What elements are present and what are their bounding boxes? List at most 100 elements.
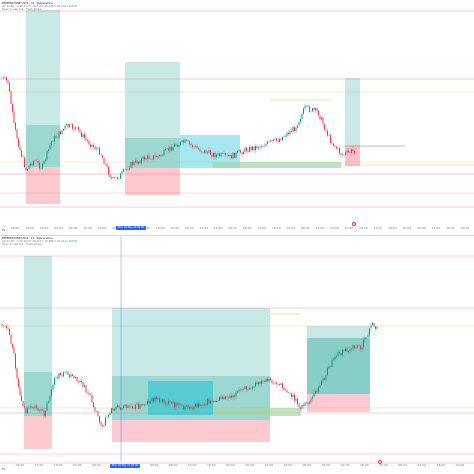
tradingview-logo: TV — [2, 468, 6, 471]
candle-body — [184, 139, 186, 143]
candle-body — [282, 136, 283, 141]
demand-zone[interactable] — [213, 162, 341, 168]
time-tick-label: 18:00 — [330, 226, 339, 230]
chart-panel-bottom[interactable]: PEPPERSTONE:US30 · 15 · Pepperstone Vol … — [0, 235, 474, 474]
long-position-profit-zone[interactable] — [26, 10, 60, 125]
candle-body — [151, 397, 153, 402]
candle-body — [112, 408, 114, 411]
candle-body — [153, 155, 154, 160]
time-tick-label: 00:00 — [379, 463, 388, 467]
candle-body — [334, 356, 336, 360]
candle-body — [139, 404, 141, 409]
candle-body — [349, 349, 351, 352]
long-position-profit-zone[interactable] — [112, 308, 270, 376]
candle-body — [43, 410, 45, 417]
candle-body — [136, 403, 138, 405]
long-position-profit-zone[interactable] — [125, 62, 180, 138]
candle-body — [201, 405, 202, 406]
candle-body — [262, 380, 264, 382]
candle-body — [309, 401, 310, 404]
candle-body — [325, 129, 327, 131]
long-position-stop-zone[interactable] — [345, 146, 360, 166]
candle-body — [259, 146, 261, 148]
candle-body — [133, 161, 135, 166]
candle-body — [84, 385, 85, 387]
candle-body — [52, 384, 54, 390]
alert-icon[interactable] — [378, 460, 382, 464]
candle-body — [300, 119, 301, 122]
candle-body — [42, 163, 43, 169]
long-position-stop-zone[interactable] — [26, 167, 60, 204]
candle-body — [241, 389, 243, 391]
candle-body — [111, 408, 112, 414]
candle-body — [310, 398, 312, 402]
candle-body — [271, 140, 273, 142]
candle-body — [220, 153, 222, 157]
candle-body — [49, 145, 51, 150]
time-tick-label: 18:00 — [98, 226, 107, 230]
candle-body — [192, 144, 193, 148]
long-position-profit-zone[interactable] — [24, 256, 52, 372]
candle-body — [54, 135, 55, 142]
candle-body — [291, 393, 292, 398]
long-position-entry-zone[interactable] — [307, 338, 370, 394]
candle-body — [142, 156, 144, 159]
candle-body — [196, 146, 198, 149]
candle-body — [178, 403, 180, 406]
candle-body — [360, 345, 361, 350]
candle-body — [112, 177, 114, 179]
long-position-entry-zone[interactable] — [26, 125, 60, 167]
candle-body — [117, 405, 118, 408]
long-position-stop-zone[interactable] — [24, 416, 52, 449]
candle-body — [129, 168, 130, 170]
time-tick-label: 12:00 — [257, 226, 266, 230]
chart-panel-top[interactable]: PEPPERSTONE:US30 · 15 · Pepperstone Vol … — [0, 0, 474, 235]
price-chart-bottom[interactable]: 06:00 12:00 18:00 00:00 06:00 12:00 18:00 00:00… — [0, 236, 474, 474]
time-tick-label: 00:00 — [456, 463, 465, 467]
candle-body — [225, 153, 226, 155]
candle-body — [280, 383, 282, 385]
open-tab-link[interactable]: Open in new tab · TradingView — [2, 243, 42, 246]
candle-body — [324, 378, 325, 380]
candle-body — [123, 169, 124, 172]
long-position-entry-zone[interactable] — [125, 138, 180, 168]
long-position-profit-zone[interactable] — [345, 78, 360, 146]
candle-body — [294, 394, 295, 401]
candle-body — [313, 108, 315, 111]
candle-body — [78, 126, 79, 130]
candle-body — [79, 380, 81, 382]
candle-body — [54, 377, 55, 385]
long-position-stop-zone[interactable] — [307, 394, 370, 412]
candle-body — [240, 150, 241, 153]
long-position-profit-zone[interactable] — [307, 326, 370, 338]
candle-body — [231, 154, 232, 159]
time-tick-label: 18:00 — [40, 226, 49, 230]
demand-zone[interactable] — [213, 408, 301, 416]
candle-body — [325, 375, 327, 380]
range-box[interactable] — [148, 381, 213, 415]
time-tick-label: 12:00 — [341, 463, 350, 467]
time-tick-label: 06:00 — [322, 463, 331, 467]
candle-body — [90, 144, 91, 147]
candle-body — [91, 144, 93, 147]
candle-body — [133, 408, 135, 409]
candle-body — [58, 131, 60, 138]
price-chart-top[interactable]: 06:00 12:00 18:00 00:00 06:00 12:00 18:00 00:00… — [0, 0, 474, 235]
candle-body — [168, 400, 169, 405]
candle-body — [37, 407, 39, 411]
symbol-header: PEPPERSTONE:US30 · 15 · Pepperstone — [2, 237, 53, 240]
alert-icon[interactable] — [352, 222, 356, 226]
candle-body — [213, 152, 214, 157]
candle-body — [324, 124, 325, 130]
open-tab-link[interactable]: Open in new tab · TradingView — [2, 8, 42, 11]
candle-body — [328, 366, 330, 369]
candle-body — [253, 386, 255, 388]
candle-body — [304, 402, 306, 406]
long-position-stop-zone[interactable] — [125, 168, 180, 195]
candle-body — [307, 402, 309, 404]
candle-body — [109, 174, 111, 178]
candle-body — [319, 385, 321, 388]
time-tick-label: 00:00 — [461, 226, 470, 230]
candle-body — [208, 399, 210, 404]
long-position-stop-zone[interactable] — [112, 420, 270, 442]
